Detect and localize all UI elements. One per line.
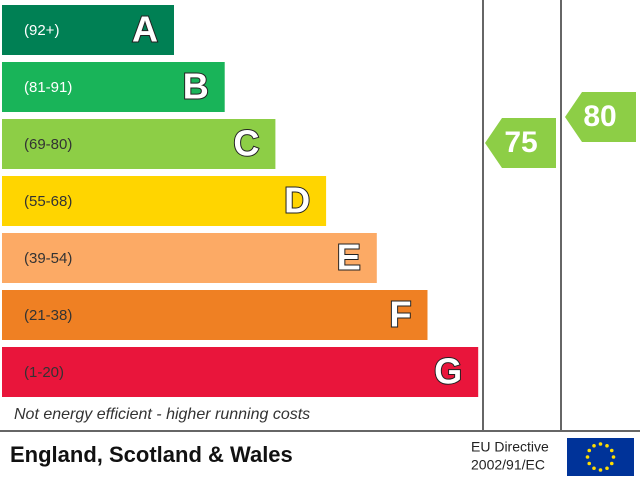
band [2, 119, 276, 169]
flag-star [605, 443, 609, 448]
band-letter: D [284, 180, 310, 221]
flag-star [598, 468, 603, 472]
current-value: 75 [504, 126, 537, 159]
flag-star [585, 455, 590, 459]
flag-star [587, 461, 592, 466]
band-range: (1-20) [24, 364, 64, 381]
flag-star [592, 443, 596, 448]
region: England, Scotland & Wales [10, 442, 293, 467]
band [2, 176, 327, 226]
flag-star [587, 448, 592, 453]
flag-star [609, 461, 614, 466]
directive: 2002/91/EC [471, 457, 545, 473]
current-arrow [485, 118, 556, 168]
flag-star [592, 466, 596, 471]
band-letter: B [183, 66, 209, 107]
potential-rating: 80 [565, 92, 636, 142]
current-rating: 75 [485, 118, 556, 168]
footnote: Not energy efficient - higher running co… [14, 406, 310, 423]
band-letter: G [434, 351, 462, 392]
band-range: (81-91) [24, 79, 72, 96]
band-range: (69-80) [24, 136, 72, 153]
band [2, 5, 174, 55]
band [2, 233, 377, 283]
band-range: (92+) [24, 22, 59, 39]
potential-value: 80 [583, 100, 616, 133]
band [2, 62, 225, 112]
flag-star [598, 442, 603, 446]
band-range: (55-68) [24, 193, 72, 210]
band-letter: E [337, 237, 361, 278]
band-range: (21-38) [24, 307, 72, 324]
band-letter: A [132, 9, 158, 50]
flag-star [611, 455, 616, 459]
flag-star [605, 466, 609, 471]
band-range: (39-54) [24, 250, 72, 267]
potential-arrow [565, 92, 636, 142]
band-letter: F [390, 294, 412, 335]
band [2, 347, 479, 397]
directive: EU Directive [471, 439, 549, 455]
band-letter: C [233, 123, 259, 164]
band [2, 290, 428, 340]
eu-flag [567, 438, 634, 476]
flag-star [609, 448, 614, 453]
